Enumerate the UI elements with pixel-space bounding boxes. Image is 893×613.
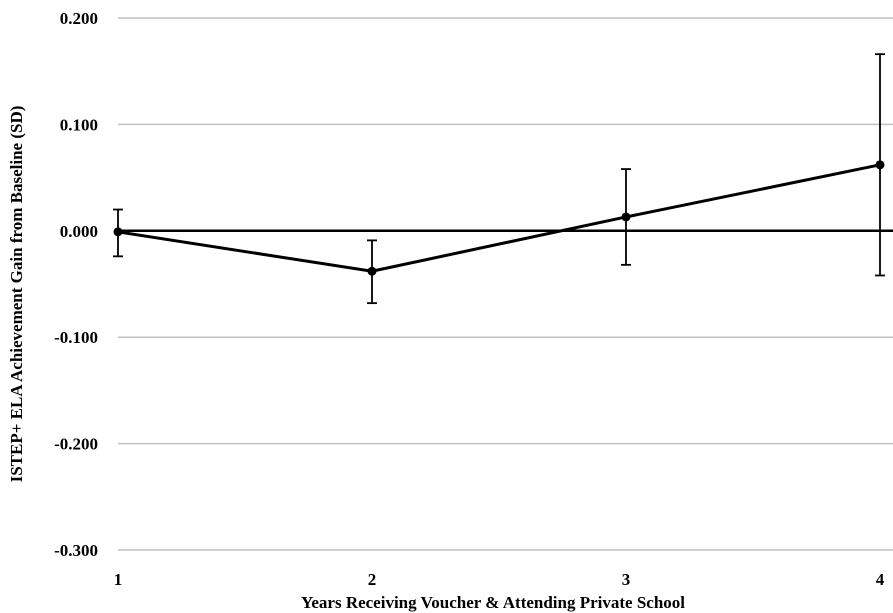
data-point [621, 212, 631, 222]
y-tick-label: 0.000 [60, 222, 98, 241]
x-tick-label: 1 [114, 570, 123, 589]
data-point [875, 160, 885, 170]
x-tick-label: 2 [368, 570, 377, 589]
gridlines [118, 17, 893, 551]
y-axis-title: ISTEP+ ELA Achievement Gain from Baselin… [7, 106, 26, 483]
y-tick-label: -0.100 [54, 328, 98, 347]
data-point [367, 266, 377, 276]
y-tick-label: 0.200 [60, 9, 98, 28]
x-tick-label: 3 [622, 570, 631, 589]
data-point [113, 227, 123, 237]
series-group [113, 53, 885, 305]
series-line [117, 163, 881, 273]
y-tick-labels: 0.200 0.100 0.000 -0.100 -0.200 -0.300 [54, 9, 98, 560]
x-tick-labels: 1 2 3 4 [114, 570, 885, 589]
y-tick-label: 0.100 [60, 115, 98, 134]
y-tick-label: -0.200 [54, 435, 98, 454]
x-axis-title: Years Receiving Voucher & Attending Priv… [301, 593, 685, 612]
y-tick-label: -0.300 [54, 541, 98, 560]
x-tick-label: 4 [876, 570, 885, 589]
